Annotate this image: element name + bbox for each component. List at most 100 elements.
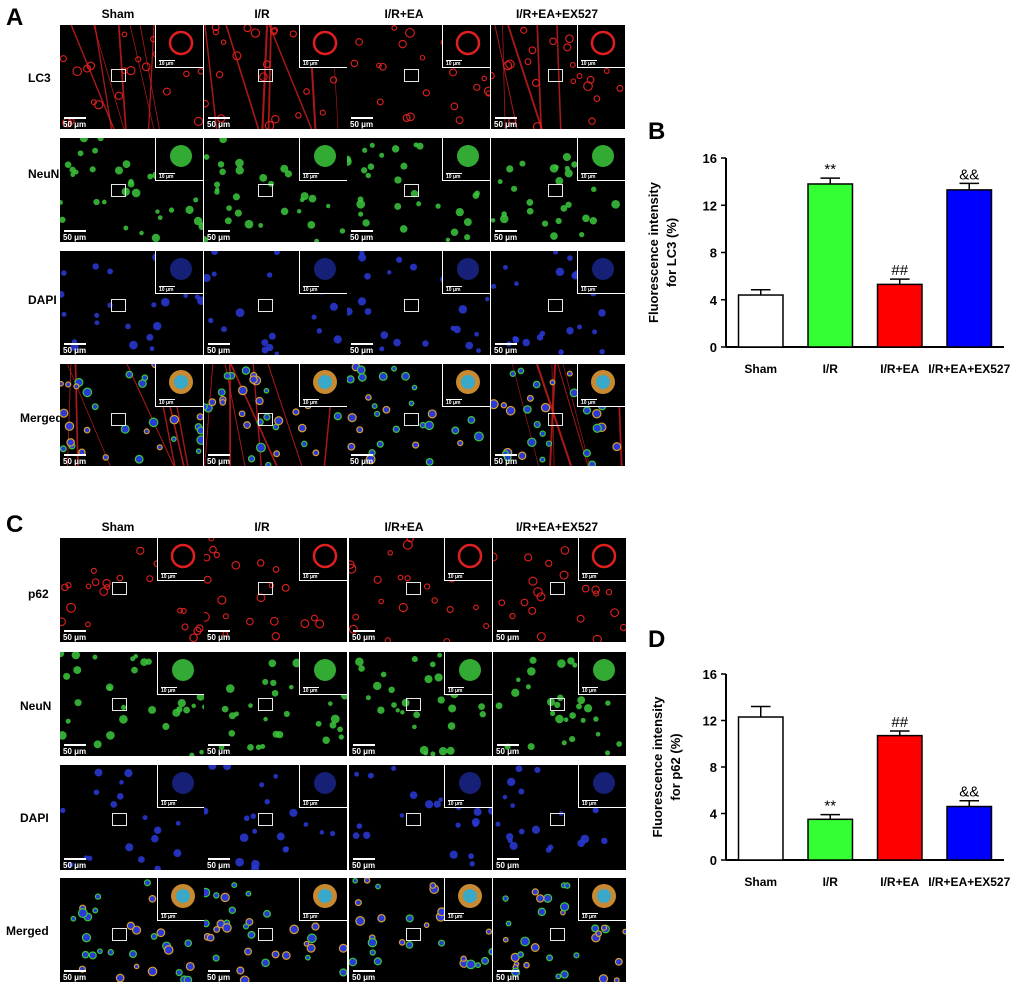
inset-scale-bar	[161, 687, 177, 688]
y-tick-label: 12	[703, 714, 717, 729]
inset-scale-label: 10 μm	[446, 400, 461, 406]
inset-scale-bar	[582, 573, 598, 574]
chart-svg: 0 4 8 12 16 Fluorescence intensity for p62 (%)…	[650, 667, 1011, 889]
bar-chart-lc3: 0 4 8 12 16 Fluorescence intensity for LC3 (%)…	[640, 130, 1011, 390]
micrograph-a-dapi-1: 10 μm 50 μm	[204, 251, 347, 355]
scale-bar	[208, 343, 230, 345]
scale-label: 50 μm	[63, 633, 87, 642]
roi-box	[406, 697, 422, 711]
scale-label: 50 μm	[207, 457, 231, 466]
bar-chart-p62: 0 4 8 12 16 Fluorescence intensity for p62 (%)…	[640, 640, 1011, 902]
micrograph-c-merged-0: 10 μm 50 μm	[60, 878, 205, 982]
zoom-inset: 10 μm	[444, 538, 492, 581]
roi-box	[258, 298, 274, 312]
inset-scale-bar	[582, 800, 598, 801]
inset-scale-label: 10 μm	[303, 400, 318, 406]
zoom-inset: 10 μm	[442, 25, 490, 68]
scale-bar	[495, 117, 517, 119]
zoom-inset: 10 μm	[299, 364, 347, 407]
roi-box	[112, 927, 128, 941]
micrograph-c-dapi-0: 10 μm 50 μm	[60, 765, 205, 870]
micrograph-c-p62-1: 10 μm 50 μm	[204, 538, 347, 642]
panel-letter-d: D	[648, 626, 666, 653]
inset-scale-bar	[446, 399, 462, 400]
roi-box	[404, 183, 420, 197]
inset-scale-bar	[303, 286, 319, 287]
micrograph-c-dapi-3: 10 μm 50 μm	[493, 765, 626, 870]
inset-scale-label: 10 μm	[581, 61, 596, 67]
inset-scale-label: 10 μm	[448, 688, 463, 694]
row-title-p62: p62	[28, 587, 49, 601]
inset-scale-label: 10 μm	[303, 174, 318, 180]
zoom-inset: 10 μm	[299, 878, 347, 921]
micrograph-c-neun-3: 10 μm 50 μm	[493, 652, 626, 756]
scale-bar	[497, 630, 519, 632]
zoom-inset: 10 μm	[157, 538, 205, 581]
inset-scale-label: 10 μm	[161, 574, 176, 580]
inset-scale-bar	[303, 399, 319, 400]
scale-bar	[353, 858, 375, 860]
roi-box	[406, 813, 422, 827]
zoom-inset: 10 μm	[299, 138, 347, 181]
zoom-inset: 10 μm	[578, 765, 626, 808]
micrograph-c-dapi-1: 10 μm 50 μm	[204, 765, 347, 870]
scale-bar	[495, 230, 517, 232]
scale-label: 50 μm	[207, 633, 231, 642]
row-title-dapi-a: DAPI	[28, 293, 57, 307]
x-tick-label: Sham	[744, 875, 777, 889]
y-tick-label: 16	[703, 667, 717, 682]
scale-label: 50 μm	[352, 973, 376, 982]
col-title-ir-ea-ex527-c: I/R+EA+EX527	[515, 520, 599, 534]
scale-label: 50 μm	[496, 973, 520, 982]
inset-scale-bar	[303, 60, 319, 61]
bar	[737, 716, 784, 861]
scale-label: 50 μm	[207, 233, 231, 242]
scale-bar	[351, 117, 373, 119]
scale-label: 50 μm	[494, 457, 518, 466]
micrograph-a-merged-1: 10 μm 50 μm	[204, 364, 347, 466]
micrograph-c-neun-1: 10 μm 50 μm	[204, 652, 347, 756]
inset-scale-bar	[581, 286, 597, 287]
scale-label: 50 μm	[352, 861, 376, 870]
inset-scale-bar	[448, 573, 464, 574]
roi-box	[258, 813, 274, 827]
zoom-inset: 10 μm	[157, 878, 205, 921]
roi-box	[258, 927, 274, 941]
inset-scale-label: 10 μm	[303, 61, 318, 67]
col-title-ir-ea-ex527: I/R+EA+EX527	[515, 7, 599, 21]
row-title-neun-c: NeuN	[20, 699, 52, 713]
micrograph-a-merged-2: 10 μm 50 μm	[347, 364, 490, 466]
scale-bar	[64, 230, 86, 232]
scale-label: 50 μm	[207, 346, 231, 355]
scale-bar	[351, 343, 373, 345]
scale-label: 50 μm	[494, 120, 518, 129]
scale-bar	[353, 630, 375, 632]
inset-scale-bar	[159, 173, 175, 174]
inset-scale-label: 10 μm	[582, 688, 597, 694]
y-tick-label: 16	[703, 151, 717, 166]
inset-scale-bar	[581, 399, 597, 400]
zoom-inset: 10 μm	[157, 652, 205, 695]
row-title-merged-c: Merged	[6, 924, 49, 938]
roi-box	[548, 298, 564, 312]
inset-scale-label: 10 μm	[582, 574, 597, 580]
zoom-inset: 10 μm	[578, 878, 626, 921]
row-title-dapi-c: DAPI	[20, 811, 49, 825]
inset-scale-bar	[448, 800, 464, 801]
micrograph-a-lc3-0: 10 μm 50 μm	[60, 25, 203, 129]
roi-box	[548, 183, 564, 197]
scale-bar	[495, 454, 517, 456]
scale-label: 50 μm	[63, 346, 87, 355]
micrograph-c-merged-3: 10 μm 50 μm	[493, 878, 626, 982]
inset-scale-bar	[446, 286, 462, 287]
scale-bar	[208, 970, 230, 972]
inset-scale-bar	[303, 913, 319, 914]
zoom-inset: 10 μm	[299, 25, 347, 68]
col-title-ir: I/R	[254, 7, 270, 21]
col-title-ir-ea: I/R+EA	[384, 7, 424, 21]
scale-bar	[64, 454, 86, 456]
inset-scale-bar	[159, 399, 175, 400]
inset-scale-bar	[446, 173, 462, 174]
zoom-inset: 10 μm	[444, 878, 492, 921]
scale-label: 50 μm	[350, 457, 374, 466]
